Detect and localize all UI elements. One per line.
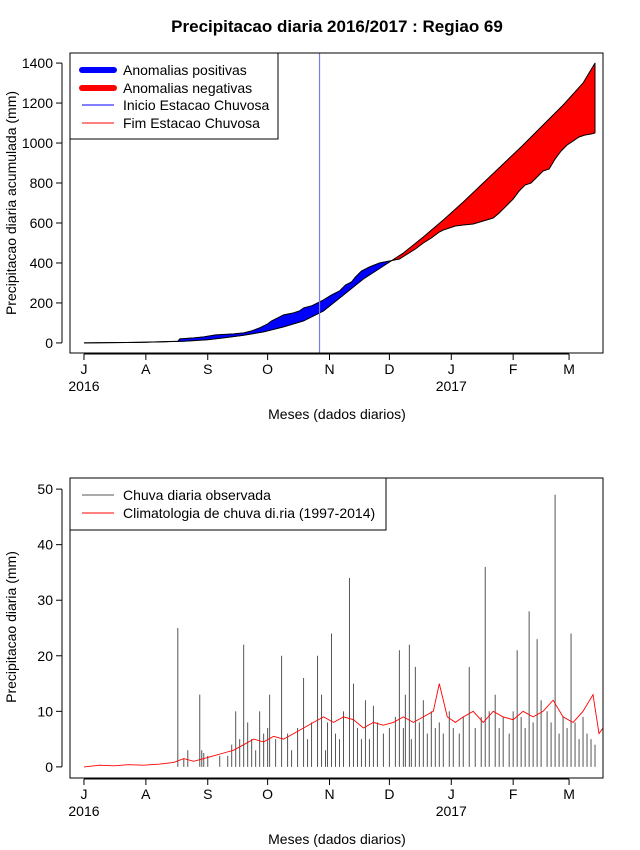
chart2-x-tick-label: O	[262, 786, 273, 802]
chart2-x-tick-label: F	[509, 786, 518, 802]
chart1-plot	[69, 52, 604, 354]
chart1-year-label: 2016	[68, 378, 99, 394]
chart1-x-tick-label: J	[448, 361, 455, 377]
climatology-cumulative-line	[83, 62, 596, 344]
chart1-x-tick-label: A	[141, 361, 151, 377]
observed-cumulative-line	[83, 132, 596, 344]
chart2-y-tick-label: 30	[37, 592, 53, 608]
chart2-ylabel: Precipitacao diaria (mm)	[3, 551, 19, 703]
chart2-legend: Chuva diaria observada Climatologia de c…	[69, 477, 387, 531]
chart1-xlabel: Meses (dados diarios)	[268, 406, 406, 422]
chart1-ylabel: Precipitacao diaria acumulada (mm)	[3, 91, 19, 315]
legend-label-season-end: Fim Estacao Chuvosa	[123, 115, 260, 131]
chart1-y-tick-label: 800	[30, 175, 54, 191]
chart1-y-tick-label: 1200	[22, 95, 53, 111]
chart2-x-tick-label: A	[141, 786, 151, 802]
chart2-x-tick-label: J	[448, 786, 455, 802]
chart1-plot-frame	[69, 52, 604, 354]
chart1-x-tick-label: M	[563, 361, 575, 377]
chart2-x-tick-label: D	[384, 786, 394, 802]
chart1-y-tick-label: 600	[30, 215, 54, 231]
chart1-x-tick-label: S	[203, 361, 212, 377]
chart2-y-tick-label: 50	[37, 481, 53, 497]
chart2-y-axis: 0 10 20 30 40 50	[37, 481, 63, 775]
chart2-y-tick-label: 40	[37, 537, 53, 553]
chart1-year-label: 2017	[436, 378, 467, 394]
chart1-y-tick-label: 0	[45, 335, 53, 351]
chart2-climatology-line	[83, 683, 604, 768]
chart2-xlabel: Meses (dados diarios)	[268, 831, 406, 847]
chart1-y-tick-label: 400	[30, 255, 54, 271]
chart1-x-tick-label: D	[384, 361, 394, 377]
chart2-x-tick-label: S	[203, 786, 212, 802]
chart2-x-tick-label: M	[563, 786, 575, 802]
chart1-y-axis: 0 200 400 600 800 1000 1200 1400	[22, 55, 63, 351]
chart1-title: Precipitacao diaria 2016/2017 : Regiao 6…	[171, 17, 503, 36]
chart2-x-axis: J A S O N D J F M 2016 2017	[68, 778, 575, 819]
chart2-y-tick-label: 10	[37, 703, 53, 719]
legend-label-negative: Anomalias negativas	[123, 80, 252, 96]
chart2-legend-box	[69, 477, 387, 531]
chart2-y-tick-label: 20	[37, 648, 53, 664]
chart1-y-tick-label: 1400	[22, 55, 53, 71]
chart2-year-label: 2016	[68, 803, 99, 819]
chart2-year-label: 2017	[436, 803, 467, 819]
chart1-x-tick-label: F	[509, 361, 518, 377]
legend-label-climatology: Climatologia de chuva di.ria (1997-2014)	[123, 505, 375, 521]
chart1-legend: Anomalias positivas Anomalias negativas …	[69, 52, 279, 140]
chart2-x-tick-label: J	[80, 786, 87, 802]
chart2-y-tick-label: 0	[45, 759, 53, 775]
chart1-y-tick-label: 200	[30, 295, 54, 311]
legend-label-observed: Chuva diaria observada	[123, 487, 271, 503]
chart1-y-tick-label: 1000	[22, 135, 53, 151]
legend-label-positive: Anomalias positivas	[123, 62, 247, 78]
chart1-x-axis: J A S O N D J F M 2016 2017	[68, 353, 575, 394]
chart1-x-tick-label: O	[262, 361, 273, 377]
chart1-x-tick-label: N	[324, 361, 334, 377]
chart1-x-tick-label: J	[80, 361, 87, 377]
chart2-x-tick-label: N	[324, 786, 334, 802]
legend-label-season-start: Inicio Estacao Chuvosa	[123, 97, 270, 113]
